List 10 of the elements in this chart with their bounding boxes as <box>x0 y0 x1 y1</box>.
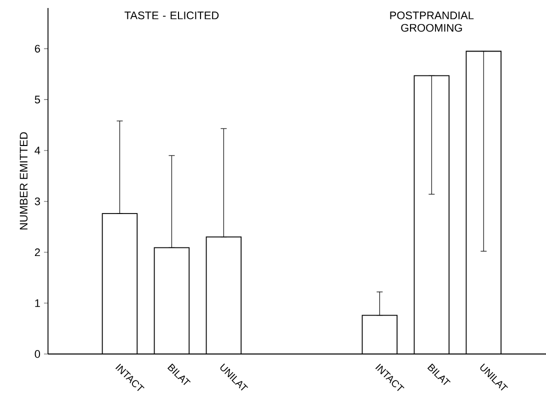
y-tick-label: 6 <box>34 44 40 53</box>
y-tick-label: 5 <box>34 96 40 104</box>
y-tick-label: 2 <box>34 248 40 256</box>
y-tick-label: 3 <box>34 197 40 206</box>
annotation: POSTPRANDIAL GROOMING <box>390 12 474 32</box>
annotation: TASTE - ELICITED <box>124 12 219 20</box>
y-axis-title: NUMBER EMITTED <box>20 132 28 230</box>
y-tick-label: 4 <box>34 146 40 154</box>
y-tick-label: 1 <box>35 299 40 307</box>
y-tick-label: 0 <box>34 350 40 358</box>
